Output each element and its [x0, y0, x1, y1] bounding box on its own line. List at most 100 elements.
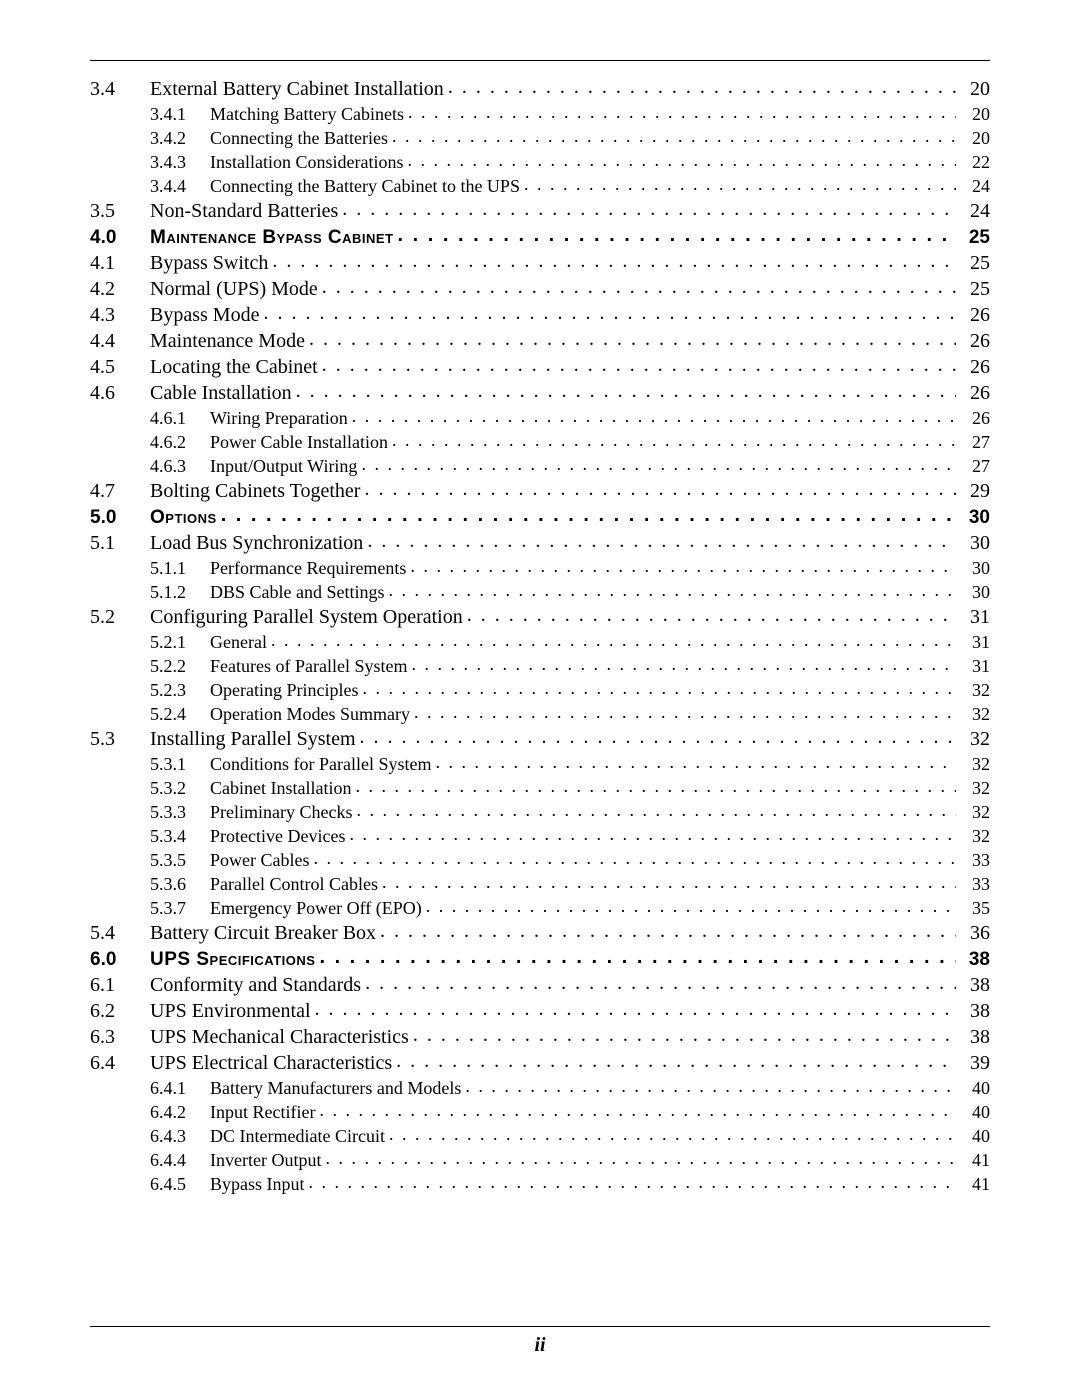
- toc-entry-title-wrap: Emergency Power Off (EPO): [210, 899, 960, 917]
- toc-entry-title-wrap: Battery Manufacturers and Models: [210, 1079, 960, 1097]
- toc-entry-page: 20: [960, 105, 990, 123]
- toc-entry-title: Locating the Cabinet: [150, 357, 318, 377]
- toc-entry-subnumber: 5.2.2: [150, 657, 210, 675]
- toc-entry-page: 33: [960, 875, 990, 893]
- toc-entry-title: Connecting the Batteries: [210, 129, 388, 147]
- toc-entry-title: Normal (UPS) Mode: [150, 279, 318, 299]
- toc-entry: 6.1Conformity and Standards38: [90, 975, 990, 995]
- toc-leader-dots: [355, 777, 956, 795]
- toc-leader-dots: [296, 381, 956, 401]
- toc-entry: 6.4.1Battery Manufacturers and Models40: [90, 1079, 990, 1097]
- toc-entry: 3.4.4Connecting the Battery Cabinet to t…: [90, 177, 990, 195]
- toc-entry: 6.4.2Input Rectifier40: [90, 1103, 990, 1121]
- toc-entry-page: 30: [960, 583, 990, 601]
- toc-leader-dots: [360, 727, 956, 747]
- toc-entry-title: Load Bus Synchronization: [150, 533, 363, 553]
- toc-leader-dots: [313, 849, 956, 867]
- toc-leader-dots: [364, 479, 956, 499]
- toc-entry-page: 40: [960, 1127, 990, 1145]
- toc-leader-dots: [349, 825, 956, 843]
- toc-entry: 6.4.5Bypass Input41: [90, 1175, 990, 1193]
- toc-entry: 5.3.5Power Cables33: [90, 851, 990, 869]
- toc-entry-title: Protective Devices: [210, 827, 345, 845]
- toc-entry-subnumber: 5.2.4: [150, 705, 210, 723]
- toc-entry-title-wrap: Power Cable Installation: [210, 433, 960, 451]
- toc-entry: 3.5Non-Standard Batteries 24: [90, 201, 990, 221]
- toc-entry-title-wrap: Bolting Cabinets Together: [150, 481, 960, 501]
- toc-leader-dots: [319, 1101, 956, 1119]
- page-footer: ii: [0, 1334, 1080, 1357]
- toc-leader-dots: [322, 277, 956, 297]
- toc-entry-title: Power Cables: [210, 851, 309, 869]
- toc-entry-title-wrap: Bypass Mode: [150, 305, 960, 325]
- toc-entry-title-wrap: Power Cables: [210, 851, 960, 869]
- toc-entry-title: Inverter Output: [210, 1151, 321, 1169]
- toc-entry-number: 6.0: [90, 950, 150, 969]
- toc-entry-page: 20: [960, 129, 990, 147]
- toc-entry-page: 38: [960, 1027, 990, 1047]
- toc-entry-number: 6.1: [90, 975, 150, 995]
- toc-entry: 5.2.4Operation Modes Summary32: [90, 705, 990, 723]
- toc-entry-title-wrap: General: [210, 633, 960, 651]
- toc-entry: 3.4.3Installation Considerations22: [90, 153, 990, 171]
- toc-entry-subnumber: 6.4.5: [150, 1175, 210, 1193]
- toc-entry-subnumber: 6.4.1: [150, 1079, 210, 1097]
- toc-entry: 5.3.1Conditions for Parallel System32: [90, 755, 990, 773]
- toc-entry-subnumber: 5.3.3: [150, 803, 210, 821]
- toc-entry-title: Options: [150, 508, 217, 527]
- toc-entry-subnumber: 6.4.3: [150, 1127, 210, 1145]
- toc-leader-dots: [272, 251, 956, 271]
- toc-leader-dots: [352, 407, 956, 425]
- toc-entry-page: 41: [960, 1175, 990, 1193]
- toc-entry-title: Emergency Power Off (EPO): [210, 899, 422, 917]
- toc-entry-page: 38: [960, 950, 990, 969]
- toc-leader-dots: [309, 1173, 957, 1191]
- toc-leader-dots: [396, 1051, 956, 1071]
- toc-entry: 6.4.4Inverter Output41: [90, 1151, 990, 1169]
- toc-entry-number: 3.5: [90, 201, 150, 221]
- toc-entry: 5.1Load Bus Synchronization30: [90, 533, 990, 553]
- toc-entry-page: 35: [960, 899, 990, 917]
- toc-entry-number: 4.5: [90, 357, 150, 377]
- toc-entry-number: 5.3: [90, 729, 150, 749]
- toc-entry-title: Non-Standard Batteries: [150, 201, 338, 221]
- toc-entry: 5.2.2Features of Parallel System31: [90, 657, 990, 675]
- toc-entry-number: 4.0: [90, 228, 150, 247]
- toc-entry-page: 25: [960, 228, 990, 247]
- toc-entry-title: Input/Output Wiring: [210, 457, 357, 475]
- toc-leader-dots: [408, 103, 956, 121]
- toc-entry-title-wrap: Input Rectifier: [210, 1103, 960, 1121]
- toc-entry-page: 30: [960, 508, 990, 527]
- toc-entry-page: 31: [960, 633, 990, 651]
- toc-leader-dots: [325, 1149, 956, 1167]
- toc-entry-number: 6.3: [90, 1027, 150, 1047]
- toc-leader-dots: [319, 947, 956, 967]
- toc-leader-dots: [356, 801, 956, 819]
- table-of-contents: 3.4External Battery Cabinet Installation…: [90, 79, 990, 1193]
- toc-entry-title-wrap: Options: [150, 507, 960, 527]
- toc-entry-number: 5.2: [90, 607, 150, 627]
- toc-entry-title: Input Rectifier: [210, 1103, 315, 1121]
- toc-leader-dots: [365, 973, 956, 993]
- toc-leader-dots: [414, 703, 956, 721]
- toc-entry: 5.3Installing Parallel System32: [90, 729, 990, 749]
- toc-entry-title: Bypass Mode: [150, 305, 259, 325]
- toc-entry-title-wrap: UPS Mechanical Characteristics: [150, 1027, 960, 1047]
- toc-entry-page: 29: [960, 481, 990, 501]
- toc-entry-number: 4.6: [90, 383, 150, 403]
- toc-entry-page: 31: [960, 657, 990, 675]
- toc-leader-dots: [382, 873, 956, 891]
- toc-entry: 4.2Normal (UPS) Mode25: [90, 279, 990, 299]
- toc-entry: 3.4.1Matching Battery Cabinets20: [90, 105, 990, 123]
- toc-leader-dots: [435, 753, 956, 771]
- toc-entry-title: Battery Circuit Breaker Box: [150, 923, 376, 943]
- toc-entry-number: 4.1: [90, 253, 150, 273]
- toc-entry-page: 24: [960, 201, 990, 221]
- toc-entry-subnumber: 3.4.1: [150, 105, 210, 123]
- toc-entry: 6.4UPS Electrical Characteristics39: [90, 1053, 990, 1073]
- toc-entry-title-wrap: Locating the Cabinet: [150, 357, 960, 377]
- toc-entry-subnumber: 5.3.5: [150, 851, 210, 869]
- toc-entry-page: 26: [960, 357, 990, 377]
- toc-entry-page: 24: [960, 177, 990, 195]
- toc-entry-number: 4.2: [90, 279, 150, 299]
